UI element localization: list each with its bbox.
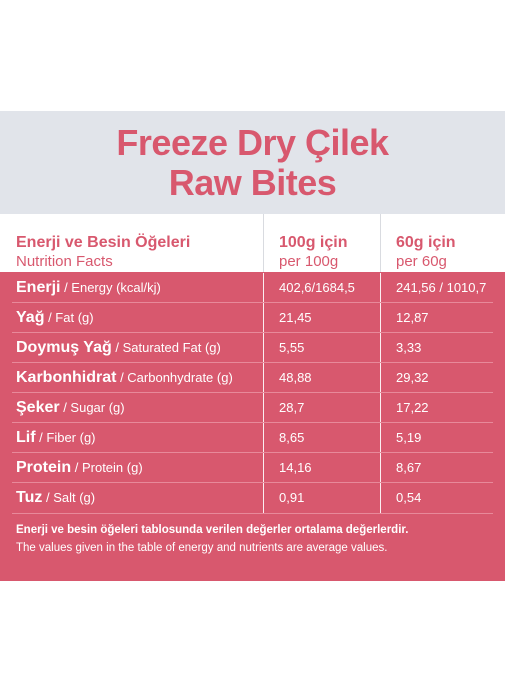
row-name-en: / Carbonhydrate (g) [116, 370, 233, 385]
row-name-en: / Fat (g) [44, 310, 94, 325]
row-divider [12, 482, 493, 483]
row-label: Doymuş Yağ / Saturated Fat (g) [16, 333, 221, 362]
table-row-protein: Protein / Protein (g) 14,16 8,67 [0, 453, 505, 482]
header-per60-label: 60g için [396, 234, 456, 251]
header-divider-1 [263, 214, 264, 272]
row-divider [12, 452, 493, 453]
row-name-tr: Doymuş Yağ [16, 339, 112, 356]
row-name-tr: Enerji [16, 279, 61, 296]
row-divider [12, 332, 493, 333]
table-row-saturated-fat: Doymuş Yağ / Saturated Fat (g) 5,55 3,33 [0, 333, 505, 362]
row-name-tr: Protein [16, 459, 72, 476]
footnote-divider [12, 513, 493, 514]
row-label: Protein / Protein (g) [16, 453, 143, 482]
row-name-tr: Tuz [16, 489, 43, 506]
row-value-per100: 21,45 [279, 310, 312, 325]
row-name-en: / Energy (kcal/kj) [60, 280, 161, 295]
row-value-per60: 241,56 / 1010,7 [396, 280, 487, 295]
product-title-line2: Raw Bites [168, 161, 337, 203]
table-body: Enerji / Energy (kcal/kj) 402,6/1684,5 2… [0, 273, 505, 581]
row-value-per100: 14,16 [279, 460, 312, 475]
row-divider [12, 422, 493, 423]
header-divider-2 [380, 214, 381, 272]
row-divider [12, 362, 493, 363]
row-name-en: / Salt (g) [42, 490, 96, 505]
body-divider-1 [263, 273, 264, 513]
table-header: Enerji ve Besin Öğeleri Nutrition Facts … [0, 214, 505, 273]
row-name-en: / Sugar (g) [59, 400, 125, 415]
row-value-per60: 17,22 [396, 400, 429, 415]
body-divider-2 [380, 273, 381, 513]
row-value-per100: 8,65 [279, 430, 305, 445]
row-name-tr: Şeker [16, 399, 60, 416]
row-divider [12, 392, 493, 393]
header-nutrients-sub: Nutrition Facts [16, 253, 113, 270]
table-row-fiber: Lif / Fiber (g) 8,65 5,19 [0, 423, 505, 452]
row-name-tr: Karbonhidrat [16, 369, 117, 386]
row-divider [12, 302, 493, 303]
row-value-per60: 5,19 [396, 430, 422, 445]
header-per60-sub: per 60g [396, 253, 447, 270]
row-value-per100: 402,6/1684,5 [279, 280, 355, 295]
row-value-per60: 12,87 [396, 310, 429, 325]
header-per60: 60g için per 60g [396, 233, 456, 271]
row-value-per100: 5,55 [279, 340, 305, 355]
row-value-per100: 48,88 [279, 370, 312, 385]
row-value-per100: 0,91 [279, 490, 305, 505]
row-label: Tuz / Salt (g) [16, 483, 95, 512]
table-row-fat: Yağ / Fat (g) 21,45 12,87 [0, 303, 505, 332]
row-name-tr: Yağ [16, 309, 45, 326]
header-per100-label: 100g için [279, 234, 348, 251]
nutrition-label: Freeze Dry Çilek Raw Bites Enerji ve Bes… [0, 111, 505, 581]
header-per100: 100g için per 100g [279, 233, 347, 271]
row-value-per60: 0,54 [396, 490, 422, 505]
table-row-energy: Enerji / Energy (kcal/kj) 402,6/1684,5 2… [0, 273, 505, 302]
footnote-en: The values given in the table of energy … [16, 542, 388, 554]
footnote-tr: Enerji ve besin öğeleri tablosunda veril… [16, 524, 409, 536]
header-nutrients: Enerji ve Besin Öğeleri Nutrition Facts [16, 233, 190, 271]
row-name-en: / Saturated Fat (g) [111, 340, 221, 355]
row-name-en: / Protein (g) [71, 460, 143, 475]
row-name-tr: Lif [16, 429, 36, 446]
row-value-per60: 29,32 [396, 370, 429, 385]
header-per100-sub: per 100g [279, 253, 339, 270]
title-band: Freeze Dry Çilek Raw Bites [0, 111, 505, 214]
header-nutrients-label: Enerji ve Besin Öğeleri [16, 234, 191, 251]
row-label: Enerji / Energy (kcal/kj) [16, 273, 161, 302]
row-label: Yağ / Fat (g) [16, 303, 94, 332]
row-value-per100: 28,7 [279, 400, 305, 415]
row-value-per60: 8,67 [396, 460, 422, 475]
row-value-per60: 3,33 [396, 340, 422, 355]
product-title-line1: Freeze Dry Çilek [116, 121, 389, 163]
row-name-en: / Fiber (g) [35, 430, 96, 445]
row-label: Karbonhidrat / Carbonhydrate (g) [16, 363, 233, 392]
table-row-carbohydrate: Karbonhidrat / Carbonhydrate (g) 48,88 2… [0, 363, 505, 392]
footnote: Enerji ve besin öğeleri tablosunda veril… [16, 521, 495, 557]
row-label: Şeker / Sugar (g) [16, 393, 125, 422]
table-row-salt: Tuz / Salt (g) 0,91 0,54 [0, 483, 505, 512]
table-row-sugar: Şeker / Sugar (g) 28,7 17,22 [0, 393, 505, 422]
row-label: Lif / Fiber (g) [16, 423, 96, 452]
